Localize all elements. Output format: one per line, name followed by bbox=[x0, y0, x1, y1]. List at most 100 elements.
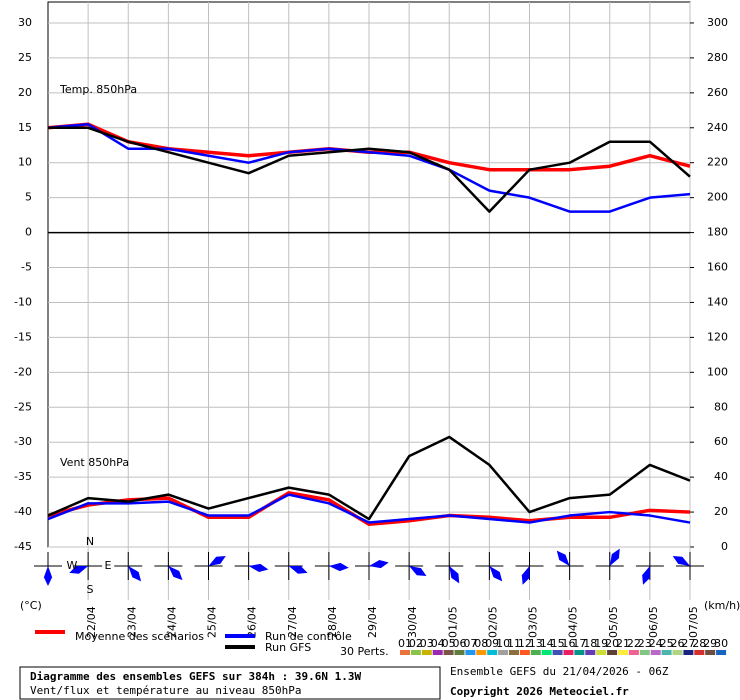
wind-rose bbox=[248, 563, 269, 573]
info-subtitle: Vent/flux et température au niveau 850hP… bbox=[30, 684, 302, 697]
perturbation-swatch bbox=[421, 650, 432, 655]
y2-tick-label: 40 bbox=[714, 470, 728, 483]
wind-rose bbox=[208, 556, 226, 566]
wind-rose bbox=[288, 565, 308, 574]
perturbation-swatch bbox=[672, 650, 683, 655]
perturbation-label: 10 bbox=[496, 637, 510, 650]
x-tick-label: 25/04 bbox=[206, 606, 219, 638]
perturbation-swatch bbox=[574, 650, 585, 655]
x-tick-label: 01/05 bbox=[446, 606, 459, 638]
wind-rose bbox=[609, 548, 620, 566]
perturbation-swatch bbox=[410, 650, 421, 655]
y2-tick-label: 60 bbox=[714, 435, 728, 448]
perturbation-label: 29 bbox=[703, 637, 717, 650]
y-tick-label: -40 bbox=[14, 505, 32, 518]
y-tick-label: 20 bbox=[18, 86, 32, 99]
perturbation-swatch bbox=[530, 650, 541, 655]
y2-tick-label: 140 bbox=[707, 295, 728, 308]
y2-tick-label: 200 bbox=[707, 191, 728, 204]
perturbation-swatch bbox=[628, 650, 639, 655]
y-tick-label: 25 bbox=[18, 51, 32, 64]
perturbation-label: 16 bbox=[562, 637, 576, 650]
y2-tick-label: 300 bbox=[707, 16, 728, 29]
x-tick-label: 28/04 bbox=[326, 606, 339, 638]
y2-tick-label: 180 bbox=[707, 226, 728, 239]
perturbation-swatch bbox=[639, 650, 650, 655]
x-tick-label: 26/04 bbox=[246, 606, 259, 638]
y2-tick-label: 260 bbox=[707, 86, 728, 99]
x-tick-label: 03/05 bbox=[527, 606, 540, 638]
wind-rose bbox=[409, 566, 427, 576]
perturbation-swatch bbox=[487, 650, 498, 655]
y2-tick-label: 120 bbox=[707, 330, 728, 343]
x-tick-label: 02/05 bbox=[486, 606, 499, 638]
x-tick-label: 30/04 bbox=[406, 606, 419, 638]
perturbation-swatch bbox=[585, 650, 596, 655]
series-line bbox=[47, 435, 691, 521]
wind-rose bbox=[43, 566, 53, 586]
perturbation-swatch bbox=[443, 650, 454, 655]
wind-rose bbox=[672, 556, 690, 566]
perturbation-label: 01 bbox=[398, 637, 412, 650]
wind-rose bbox=[168, 566, 183, 581]
perturbation-swatch bbox=[541, 650, 552, 655]
perturbation-swatch bbox=[432, 650, 443, 655]
perturbation-label: 26 bbox=[671, 637, 685, 650]
perturbation-swatch bbox=[650, 650, 661, 655]
perturbation-label: 25 bbox=[660, 637, 674, 650]
wind-rose bbox=[642, 566, 650, 585]
y-tick-label: 30 bbox=[18, 16, 32, 29]
perturbation-label: 20 bbox=[605, 637, 619, 650]
perturbation-swatch bbox=[607, 650, 618, 655]
y-tick-label: 10 bbox=[18, 156, 32, 169]
perturbation-label: 02 bbox=[409, 637, 423, 650]
perturbation-label: 14 bbox=[540, 637, 554, 650]
y-tick-label: 0 bbox=[25, 226, 32, 239]
x-tick-label: 05/05 bbox=[607, 606, 620, 638]
perturbation-swatch bbox=[498, 650, 509, 655]
perturbation-swatch bbox=[519, 650, 530, 655]
x-tick-label: 27/04 bbox=[286, 606, 299, 638]
perturbation-swatch bbox=[716, 650, 727, 655]
perturbation-swatch bbox=[465, 650, 476, 655]
compass-label: S bbox=[87, 583, 94, 596]
y-tick-label: -45 bbox=[14, 540, 32, 553]
perturbation-label: 05 bbox=[442, 637, 456, 650]
y2-unit: (km/h) bbox=[704, 599, 740, 612]
perturbation-swatch bbox=[596, 650, 607, 655]
info-box bbox=[19, 666, 441, 700]
wind-rose bbox=[369, 559, 389, 569]
perturbation-swatch bbox=[661, 650, 672, 655]
perturbation-label: 04 bbox=[431, 637, 445, 650]
x-tick-label: 06/05 bbox=[647, 606, 660, 638]
y2-tick-label: 100 bbox=[707, 365, 728, 378]
x-tick-label: 07/05 bbox=[687, 606, 700, 638]
y-tick-label: -15 bbox=[14, 330, 32, 343]
perturbation-swatch bbox=[454, 650, 465, 655]
perturbation-label: 27 bbox=[681, 637, 695, 650]
wind-rose bbox=[69, 565, 89, 574]
y-tick-label: -5 bbox=[21, 261, 32, 274]
wind-label: Vent 850hPa bbox=[60, 456, 129, 469]
info-title: Diagramme des ensembles GEFS sur 384h : … bbox=[30, 670, 362, 683]
x-tick-label: 24/04 bbox=[165, 606, 178, 638]
perturbation-label: 07 bbox=[463, 637, 477, 650]
perturbation-label: 11 bbox=[507, 637, 521, 650]
y-unit: (°C) bbox=[20, 599, 42, 612]
x-tick-label: 23/04 bbox=[125, 606, 138, 638]
y-tick-label: -10 bbox=[14, 295, 32, 308]
compass-label: N bbox=[86, 535, 94, 548]
perturbation-label: 08 bbox=[474, 637, 488, 650]
wind-rose bbox=[328, 562, 349, 572]
perturbation-swatch bbox=[683, 650, 694, 655]
y2-tick-label: 220 bbox=[707, 156, 728, 169]
perturbation-label: 28 bbox=[692, 637, 706, 650]
y2-tick-label: 80 bbox=[714, 400, 728, 413]
run-info: Ensemble GEFS du 21/04/2026 - 06Z bbox=[450, 665, 669, 678]
perturbation-label: 12 bbox=[518, 637, 532, 650]
compass-label: E bbox=[105, 559, 112, 572]
compass-label: W bbox=[67, 559, 78, 572]
perturbation-swatch bbox=[705, 650, 716, 655]
perturbation-swatch bbox=[400, 650, 410, 655]
